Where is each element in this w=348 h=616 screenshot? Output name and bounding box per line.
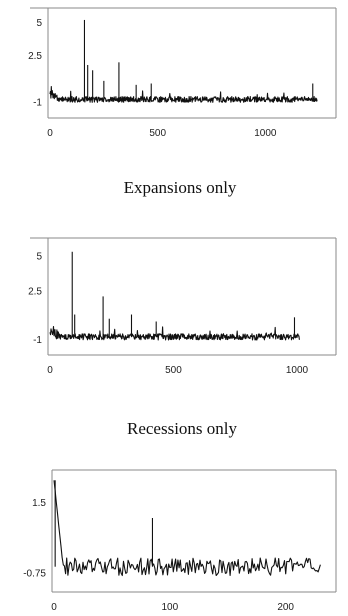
y-tick-label: 2.5 <box>28 286 42 297</box>
spike-marks <box>54 480 154 567</box>
panel-recessions-chart: -1 2.5 5 0 500 1000 <box>28 237 337 376</box>
x-tick-label: 200 <box>277 602 294 613</box>
spike-marks <box>83 19 314 100</box>
panel-expansions-chart: -1 2.5 5 0 500 1000 <box>28 7 337 139</box>
y-tick-label: 2.5 <box>28 51 42 62</box>
y-tick-label: -1 <box>33 98 42 109</box>
data-series-line <box>49 325 300 341</box>
data-series-line <box>53 480 321 577</box>
x-tick-label: 500 <box>165 365 182 376</box>
y-tick-label: 5 <box>36 251 42 262</box>
caption-recessions: Recessions only <box>127 419 238 438</box>
x-tick-label: 1000 <box>286 365 309 376</box>
x-tick-label: 100 <box>161 602 178 613</box>
x-tick-label: 500 <box>149 128 166 139</box>
x-tick-label: 0 <box>47 365 53 376</box>
y-tick-label: 1.5 <box>32 498 46 509</box>
tick-labels: -1 2.5 5 0 500 1000 <box>28 251 308 376</box>
tick-labels: -0.75 1.5 0 100 200 <box>23 498 294 613</box>
tick-labels: -1 2.5 5 0 500 1000 <box>28 18 277 139</box>
x-tick-label: 0 <box>51 602 57 613</box>
y-tick-label: -0.75 <box>23 569 46 580</box>
panel-third-chart: -0.75 1.5 0 100 200 <box>23 469 337 613</box>
spike-marks <box>71 251 296 337</box>
y-tick-label: 5 <box>36 18 42 29</box>
y-tick-label: -1 <box>33 335 42 346</box>
data-series-line <box>49 85 318 103</box>
x-tick-label: 0 <box>47 128 53 139</box>
caption-expansions: Expansions only <box>124 178 237 197</box>
x-tick-label: 1000 <box>254 128 277 139</box>
